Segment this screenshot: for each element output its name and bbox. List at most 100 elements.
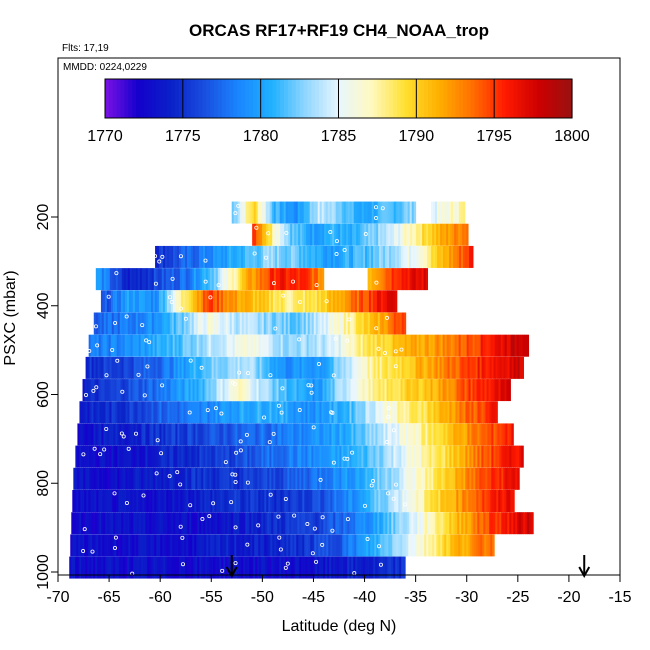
- heatmap-cell: [157, 445, 160, 468]
- heatmap-cell: [286, 290, 290, 313]
- heatmap-cell: [483, 512, 486, 535]
- heatmap-cell: [116, 334, 120, 357]
- heatmap-cell: [272, 223, 275, 246]
- heatmap-cell: [266, 334, 270, 357]
- heatmap-cell: [179, 401, 182, 424]
- heatmap-cell: [498, 334, 502, 357]
- heatmap-cell: [116, 290, 120, 313]
- heatmap-cell: [327, 201, 331, 224]
- heatmap-cell: [232, 534, 235, 557]
- heatmap-cell: [419, 245, 422, 268]
- heatmap-cell: [397, 245, 400, 268]
- heatmap-cell: [127, 401, 130, 424]
- heatmap-cell: [134, 334, 138, 357]
- heatmap-cell: [273, 245, 276, 268]
- heatmap-cell: [138, 290, 142, 313]
- heatmap-cell: [386, 334, 390, 357]
- heatmap-cell: [131, 423, 134, 446]
- heatmap-cell: [361, 401, 364, 424]
- heatmap-cell: [193, 245, 196, 268]
- heatmap-cell: [160, 334, 164, 357]
- heatmap-cell: [139, 556, 142, 579]
- heatmap-cell: [352, 223, 355, 246]
- heatmap-cell: [121, 423, 124, 446]
- heatmap-cell: [460, 201, 464, 224]
- heatmap-cell: [325, 245, 328, 268]
- heatmap-cell: [316, 334, 320, 357]
- heatmap-cell: [189, 245, 192, 268]
- heatmap-cell: [459, 401, 462, 424]
- heatmap-cell: [359, 423, 362, 446]
- heatmap-cell: [189, 445, 192, 468]
- heatmap-cell: [315, 401, 318, 424]
- heatmap-cell: [388, 490, 391, 512]
- heatmap-cell: [345, 467, 348, 490]
- colorbar-tick-label: 1775: [165, 128, 201, 145]
- heatmap-cell: [343, 445, 346, 468]
- heatmap-cell: [179, 356, 182, 379]
- heatmap-cell: [91, 423, 94, 446]
- heatmap-cell: [153, 512, 156, 535]
- heatmap-cell: [116, 490, 119, 512]
- heatmap-cell: [239, 423, 242, 446]
- heatmap-cell: [141, 423, 144, 446]
- heatmap-cell: [381, 268, 385, 291]
- colorbar-tick-label: 1770: [87, 128, 123, 145]
- heatmap-cell: [252, 223, 255, 246]
- heatmap-cell: [445, 512, 448, 535]
- heatmap-cell: [421, 512, 424, 535]
- heatmap-cell: [81, 556, 84, 579]
- heatmap-cell: [308, 534, 311, 557]
- heatmap-cell: [446, 534, 449, 557]
- heatmap-cell: [351, 445, 354, 468]
- heatmap-cell: [318, 534, 321, 557]
- heatmap-cell: [204, 290, 208, 313]
- colorbar-tick-label: 1780: [243, 128, 279, 145]
- heatmap-cell: [369, 201, 373, 224]
- heatmap-cell: [235, 445, 238, 468]
- heatmap-cell: [344, 379, 347, 402]
- heatmap-cell: [285, 423, 288, 446]
- colorbar-segment: [116, 79, 122, 118]
- heatmap-cell: [311, 356, 314, 379]
- heatmap-cell: [257, 312, 261, 335]
- heatmap-cell: [281, 201, 285, 224]
- heatmap-cell: [297, 445, 300, 468]
- heatmap-cell: [259, 201, 263, 224]
- sample-marker: [268, 373, 273, 378]
- heatmap-cell: [474, 334, 478, 357]
- heatmap-cell: [273, 201, 277, 224]
- heatmap-cell: [159, 401, 162, 424]
- heatmap-cell: [265, 445, 268, 468]
- heatmap-cell: [143, 467, 146, 490]
- heatmap-cell: [169, 356, 172, 379]
- heatmap-cell: [278, 223, 281, 246]
- heatmap-cell: [413, 201, 417, 224]
- heatmap-cell: [229, 356, 232, 379]
- heatmap-cell: [328, 490, 331, 512]
- heatmap-cell: [101, 268, 105, 291]
- heatmap-cell: [275, 201, 279, 224]
- heatmap-cell: [208, 534, 211, 557]
- heatmap-cell: [205, 423, 208, 446]
- heatmap-cell: [317, 356, 320, 379]
- heatmap-cell: [461, 445, 464, 468]
- heatmap-cell: [341, 556, 344, 579]
- heatmap-cell: [310, 290, 314, 313]
- x-tick-label: -50: [251, 589, 274, 606]
- heatmap-cell: [187, 356, 190, 379]
- heatmap-cell: [221, 312, 225, 335]
- sample-marker: [211, 501, 216, 506]
- heatmap-cell: [460, 490, 463, 512]
- heatmap-cell: [83, 512, 86, 535]
- colorbar-segment: [245, 79, 250, 118]
- heatmap-cell: [191, 423, 194, 446]
- heatmap-cell: [429, 423, 432, 446]
- heatmap-cell: [324, 490, 327, 512]
- heatmap-cell: [369, 445, 372, 468]
- heatmap-cell: [295, 445, 298, 468]
- heatmap-cell: [249, 467, 252, 490]
- heatmap-cell: [159, 312, 163, 335]
- heatmap-cell: [241, 423, 244, 446]
- heatmap-cell: [141, 512, 144, 535]
